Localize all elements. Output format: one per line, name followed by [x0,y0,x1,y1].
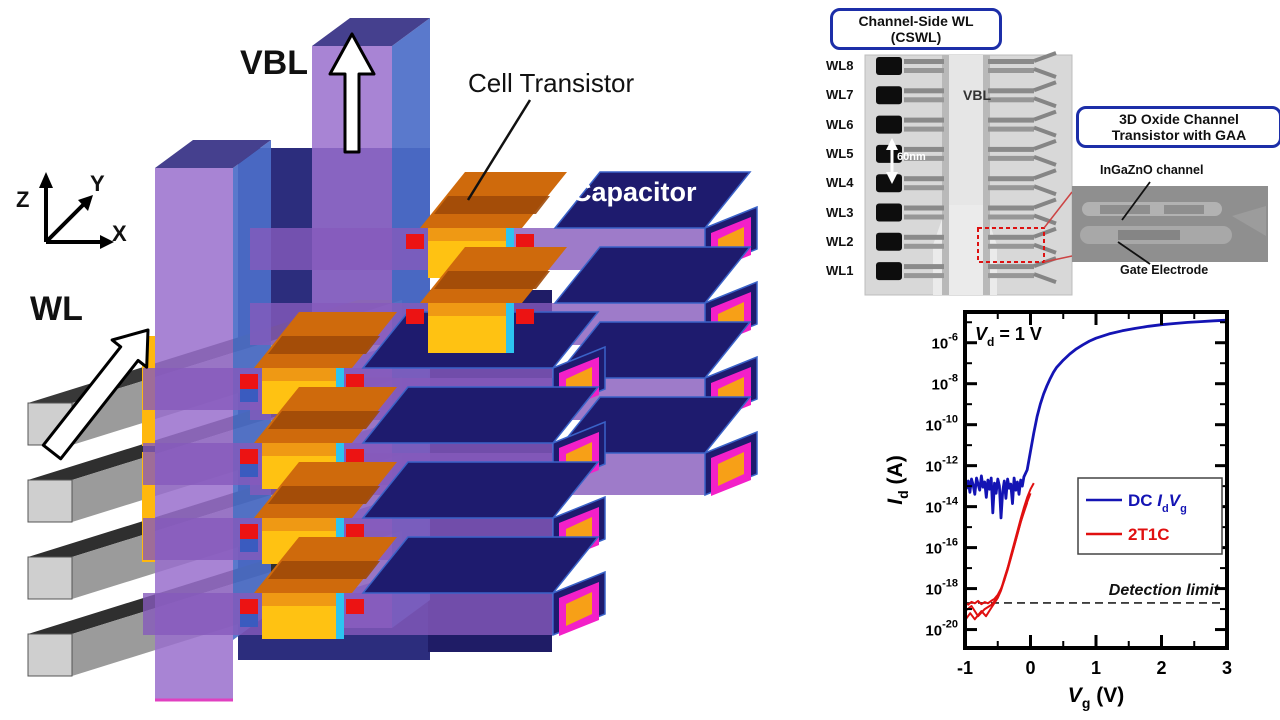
z-axis-label: Z [16,187,30,212]
data-curve [964,502,1029,621]
legend-entry-label: 2T1C [1128,525,1170,544]
y-tick-label: 10-10 [925,414,958,435]
x-axis-label: X [112,221,127,246]
gaa-callout-box: 3D Oxide Channel Transistor with GAA [1076,106,1280,149]
z-axis-arrowhead [39,172,53,188]
sem-row [876,109,1057,138]
capacitor-slab [361,536,606,637]
id-vg-chart-panel: Detection limit 10-6 10-8 10-10 10-12 10-14 10… [880,300,1280,720]
sem-row [876,197,1057,226]
y-axis-title: Id (A) [884,455,911,504]
sem-wl-label: WL2 [826,233,854,249]
cswl-callout-line1: Channel-Side WL [858,13,974,29]
y-tick-label: 10-6 [932,332,958,353]
roi-dashed-box [977,227,1045,263]
sem-row [876,168,1057,197]
capacitor-label: Capacitor [572,177,697,207]
gaa-callout-line1: 3D Oxide Channel [1119,111,1239,127]
detection-limit-label: Detection limit [1109,582,1220,599]
gaa-callout-line2: Transistor with GAA [1111,127,1247,144]
x-tick-label: -1 [957,658,973,678]
wl-direction-arrow [41,328,150,461]
vbl-label: VBL [240,44,308,82]
cell-transistor-box [240,537,397,639]
data-curve [963,318,1228,520]
sem-wl-label: WL3 [826,204,854,220]
cswl-callout-line2: (CSWL) [890,29,942,46]
sem-row [876,51,1057,79]
3d-schematic-panel: VBL Cell Transistor Capacitor WL Z Y X [16,18,758,702]
sem-wordline-rows [876,51,1057,284]
x-tick-label: 2 [1156,658,1166,678]
legend: DC IdVg 2T1C [1077,477,1223,555]
wl-label: WL [30,290,83,328]
channel-pointer-line [1121,181,1151,221]
cell-transistor-label: Cell Transistor [468,68,635,98]
roi-connector-line [1043,255,1073,263]
sem-wl-label: WL1 [826,263,854,279]
cell-transistor-box [406,247,567,353]
coordinate-axes [39,172,114,249]
scale-arrow [886,138,898,184]
sem-image-drawing [864,51,1268,296]
vbl-pillar-bright-region [947,55,983,207]
sem-wl-label: WL6 [826,116,854,132]
y-tick-label: 10-18 [925,578,958,599]
x-tick-label: 3 [1222,658,1232,678]
channel-label: InGaZnO channel [1100,163,1204,177]
cell-transistor-pointer-line [466,99,532,201]
x-tick-label: 0 [1025,658,1035,678]
plot-frame [963,310,1229,650]
sem-vbl-label: VBL [963,87,991,103]
sem-wl-label: WL7 [826,87,854,103]
x-axis-arrowhead [100,235,114,249]
drain-voltage-annotation: Vd = 1 V [975,324,1042,349]
sem-wl-label: WL8 [826,58,854,73]
sem-wl-label: WL4 [826,175,854,191]
y-axis-label: Y [90,171,105,196]
y-tick-label: 10-8 [932,373,958,394]
gaa-inset-micrograph [1072,186,1268,262]
y-axis-arrowhead [78,195,93,211]
id-vg-chart: Detection limit10-610-810-1010-1210-1410… [884,310,1232,711]
sem-row [876,80,1057,109]
cell-transistor-array [240,172,567,639]
gate-electrode-label: Gate Electrode [1120,263,1209,277]
y-tick-label: 10-14 [925,496,958,517]
vbl-direction-arrow [328,32,376,154]
3d-schematic-drawing [27,18,758,702]
y-tick-label: 10-12 [925,455,958,476]
y-tick-label: 10-20 [925,619,958,640]
y-tick-label: 10-16 [925,537,958,558]
cswl-callout-box: Channel-Side WL (CSWL) [830,8,1002,51]
x-tick-label: 1 [1091,658,1101,678]
x-axis-title: Vg (V) [1068,684,1124,711]
roi-connector-line [1043,191,1073,229]
sem-wl-label: WL5 [826,145,854,161]
sem-panel: Channel-Side WL (CSWL) 3D Oxide Channel … [820,0,1280,300]
legend-entry-label: DC IdVg [1128,491,1187,515]
sem-scale-label: 60nm [897,151,926,163]
gate-pointer-line [1117,241,1151,265]
sem-row [876,256,1057,284]
